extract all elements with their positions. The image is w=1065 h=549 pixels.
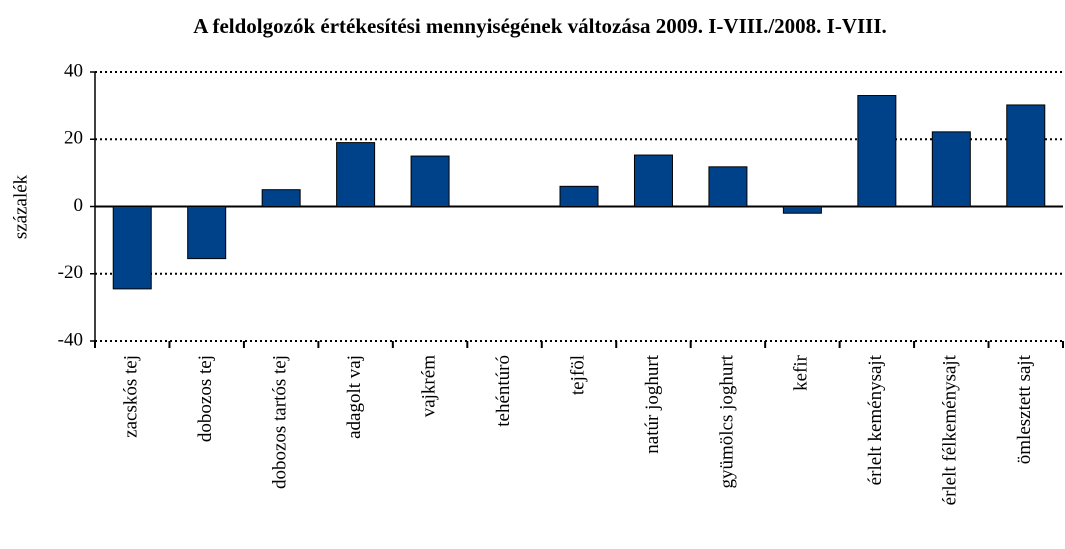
x-tick-label: tejföl xyxy=(567,355,588,395)
bar xyxy=(857,95,897,207)
x-tick-label: vajkrém xyxy=(418,355,439,417)
x-tick-label: tehéntúró xyxy=(493,355,514,427)
bar xyxy=(633,154,673,208)
bar xyxy=(1006,104,1046,207)
bar xyxy=(187,206,227,260)
x-tick-label: gyümölcs joghurt xyxy=(716,354,737,488)
bar xyxy=(559,185,599,207)
y-tick-label: 0 xyxy=(74,195,84,216)
bar xyxy=(708,166,748,207)
chart-title: A feldolgozók értékesítési mennyiségének… xyxy=(193,14,887,38)
bar xyxy=(410,155,450,207)
x-tick-label: kefir xyxy=(791,354,812,391)
bar xyxy=(336,142,376,208)
y-tick-label: -40 xyxy=(58,329,83,350)
y-tick-label: 40 xyxy=(64,60,83,81)
x-tick-label: érlelt félkeménysajt xyxy=(940,354,961,505)
y-tick-label: 20 xyxy=(64,128,83,149)
y-axis-label: százalék xyxy=(10,174,31,239)
bar xyxy=(261,189,301,207)
x-tick-label: érlelt keménysajt xyxy=(865,354,886,485)
x-tick-label: adagolt vaj xyxy=(344,355,365,439)
bar xyxy=(931,131,971,207)
x-tick-label: zacskós tej xyxy=(121,355,142,438)
x-tick-label: ömlesztett sajt xyxy=(1014,354,1035,464)
x-tick-label: dobozos tej xyxy=(195,355,216,442)
bar xyxy=(112,206,152,290)
x-tick-label: dobozos tartós tej xyxy=(270,355,291,489)
y-tick-label: -20 xyxy=(58,262,83,283)
x-tick-label: natúr joghurt xyxy=(642,354,663,453)
bar xyxy=(782,206,822,214)
